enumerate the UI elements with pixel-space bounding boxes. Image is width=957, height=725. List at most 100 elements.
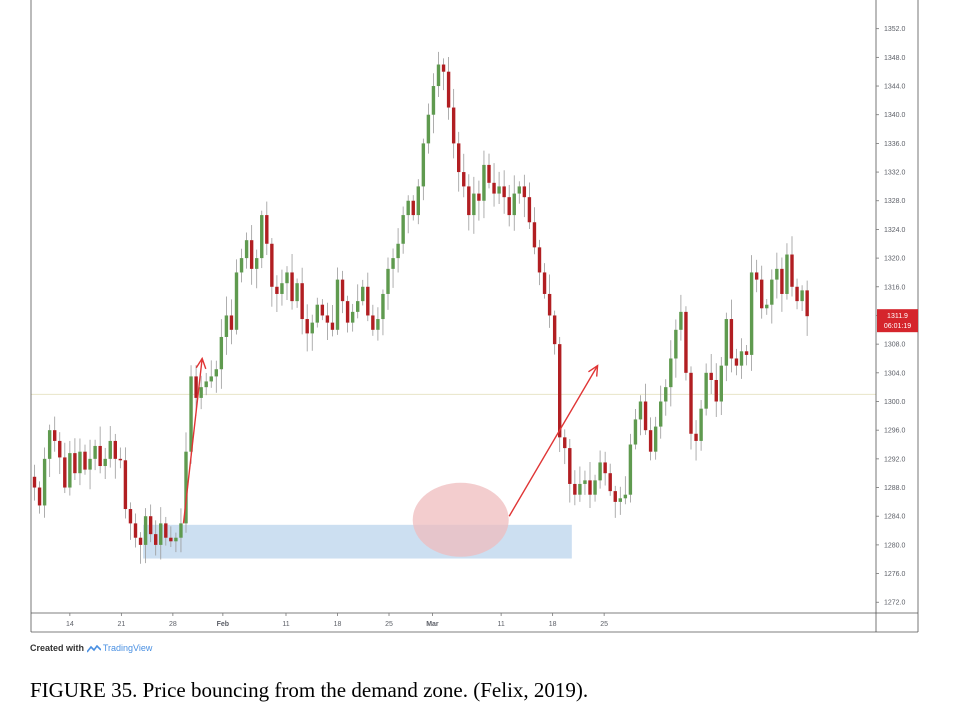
- candle: [381, 289, 385, 336]
- candle: [744, 345, 749, 366]
- candle-body: [290, 272, 294, 302]
- candle-body: [340, 279, 345, 302]
- y-tick-label: 1348.0: [884, 55, 906, 62]
- candle-body: [805, 290, 809, 317]
- candle-body: [628, 444, 633, 495]
- candle-body: [315, 304, 319, 323]
- candle-body: [335, 279, 340, 330]
- candle-body: [103, 458, 107, 467]
- candle: [558, 336, 562, 453]
- candle-body: [664, 387, 668, 402]
- candle-body: [446, 71, 451, 108]
- candle: [78, 438, 82, 486]
- candle: [396, 228, 400, 273]
- arrow-head: [588, 364, 599, 377]
- candle-body: [133, 523, 138, 538]
- candle-body: [93, 445, 97, 459]
- candle: [401, 206, 405, 254]
- candle-body: [285, 272, 289, 284]
- candle-body: [699, 408, 703, 441]
- candle: [315, 297, 319, 328]
- candle-body: [689, 372, 693, 434]
- y-tick-label: 1292.0: [884, 456, 906, 463]
- y-tick-label: 1288.0: [884, 485, 906, 492]
- x-tick-label: 14: [66, 621, 74, 628]
- candle: [477, 180, 481, 221]
- candle-body: [795, 286, 799, 302]
- x-tick-label: 21: [117, 621, 125, 628]
- y-tick-label: 1324.0: [884, 227, 906, 234]
- candle-body: [633, 419, 638, 445]
- candle: [603, 451, 607, 486]
- candle-body: [542, 272, 547, 294]
- candle-body: [502, 186, 506, 198]
- candle-body: [790, 254, 794, 287]
- candle-body: [42, 458, 47, 506]
- candle: [345, 295, 350, 333]
- candle-body: [462, 172, 466, 187]
- candle: [330, 305, 335, 337]
- candle-body: [588, 480, 592, 495]
- candle: [88, 439, 92, 490]
- candle-body: [179, 523, 183, 538]
- candle-body: [643, 401, 648, 431]
- candle: [350, 303, 355, 332]
- candle: [285, 266, 289, 301]
- price-badge-countdown: 06:01:19: [884, 323, 911, 330]
- candle-body: [749, 272, 754, 355]
- candle: [356, 284, 360, 319]
- candle-body: [386, 268, 390, 294]
- candle: [98, 426, 102, 474]
- candle-body: [436, 64, 441, 87]
- candle-body: [451, 107, 456, 144]
- candle: [462, 153, 466, 198]
- candle: [780, 257, 784, 312]
- candle: [159, 507, 163, 560]
- x-tick-label: 18: [549, 621, 557, 628]
- candle-body: [522, 186, 527, 198]
- candle-body: [573, 483, 577, 495]
- candle: [209, 360, 213, 388]
- candle: [239, 248, 244, 283]
- candle-body: [128, 509, 133, 524]
- candle: [42, 447, 47, 518]
- candle: [154, 520, 158, 556]
- candle-body: [507, 197, 511, 216]
- candle: [416, 179, 420, 225]
- candle: [441, 58, 446, 91]
- candle: [532, 207, 537, 255]
- candle: [653, 416, 658, 460]
- candle-body: [73, 453, 77, 474]
- candle: [775, 252, 779, 299]
- candle: [578, 466, 582, 502]
- candle-body: [148, 516, 153, 535]
- candle: [138, 532, 143, 564]
- candle-body: [613, 491, 617, 502]
- candle-body: [734, 358, 739, 366]
- candle-body: [68, 453, 72, 488]
- candle-body: [638, 401, 643, 420]
- candle-body: [123, 460, 128, 510]
- candle: [249, 225, 254, 285]
- candle: [608, 463, 612, 496]
- tradingview-credit[interactable]: Created with TradingView: [30, 643, 152, 653]
- candle-body: [477, 193, 481, 201]
- candle: [446, 56, 451, 120]
- candle-body: [527, 197, 532, 223]
- candle-body: [583, 480, 587, 484]
- candle-body: [78, 451, 82, 474]
- candle-body: [249, 240, 254, 269]
- candle: [689, 366, 693, 450]
- candle-body: [563, 437, 567, 449]
- candle-body: [598, 462, 602, 481]
- candle: [204, 372, 208, 396]
- candle: [492, 163, 496, 207]
- candle: [320, 299, 325, 321]
- candle-body: [770, 279, 774, 305]
- candle: [123, 447, 128, 519]
- candle-body: [204, 381, 208, 388]
- candle: [128, 502, 133, 540]
- candle-body: [401, 215, 405, 244]
- candle-body: [714, 379, 718, 402]
- price-badge: [877, 309, 918, 333]
